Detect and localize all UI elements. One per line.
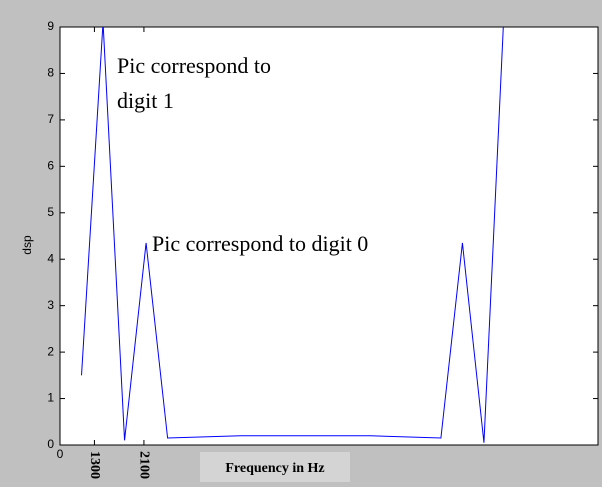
annotation: Pic correspond to digit 0	[152, 231, 368, 256]
y-tick-label: 3	[47, 298, 54, 312]
y-tick-label: 9	[47, 19, 54, 33]
y-tick-label: 7	[47, 112, 54, 126]
x-tick-label: 0	[57, 447, 64, 461]
y-axis-label: dsp	[20, 235, 34, 255]
marks	[81, 27, 504, 443]
data-line	[81, 27, 504, 443]
y-tick-label: 1	[47, 391, 54, 405]
x-label-box	[200, 452, 350, 482]
plot-area	[59, 26, 599, 446]
x-tick-label: 1300	[87, 451, 102, 479]
annotation: Pic correspond to	[117, 53, 271, 78]
y-tick-label: 4	[47, 251, 54, 265]
y-tick-label: 6	[47, 159, 54, 173]
x-axis-label: Frequency in Hz	[225, 461, 324, 476]
y-tick-label: 5	[47, 205, 54, 219]
annotation: digit 1	[117, 88, 174, 113]
y-tick-label: 2	[47, 344, 54, 358]
x-tick-label: 2100	[137, 451, 152, 479]
y-tick-label: 8	[47, 66, 54, 80]
y-tick-label: 0	[47, 437, 54, 451]
